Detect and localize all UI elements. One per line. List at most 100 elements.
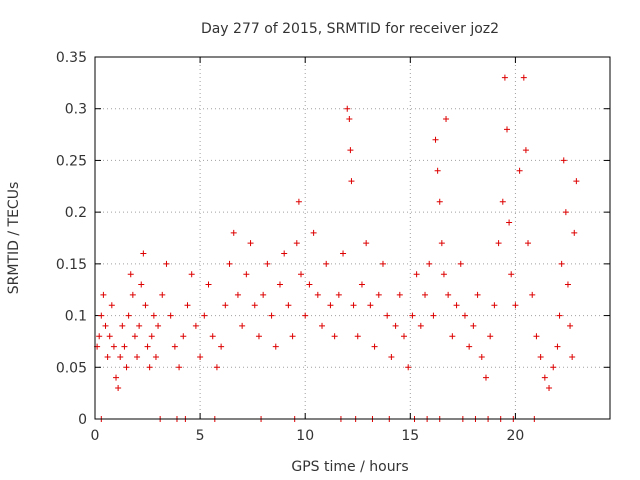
- y-tick-label: 0.2: [65, 205, 87, 221]
- data-point: [100, 291, 107, 298]
- data-point: [379, 260, 386, 267]
- data-point: [218, 343, 225, 350]
- data-point: [392, 322, 399, 329]
- data-point: [541, 374, 548, 381]
- data-point: [281, 250, 288, 257]
- data-point: [340, 250, 347, 257]
- data-point: [569, 353, 576, 360]
- data-point: [506, 219, 513, 226]
- data-point: [440, 271, 447, 278]
- data-point: [239, 322, 246, 329]
- data-point: [571, 229, 578, 236]
- data-point: [123, 364, 130, 371]
- data-point: [142, 302, 149, 309]
- data-point: [148, 333, 155, 340]
- data-point: [546, 384, 553, 391]
- y-tick-label: 0.25: [56, 153, 87, 169]
- data-point: [136, 322, 143, 329]
- data-point: [375, 291, 382, 298]
- data-point: [367, 302, 374, 309]
- data-point: [487, 333, 494, 340]
- data-point: [434, 167, 441, 174]
- x-tick-labels: 0 5 10 15 20: [91, 428, 525, 444]
- data-point: [422, 291, 429, 298]
- data-point: [163, 260, 170, 267]
- data-point: [537, 353, 544, 360]
- data-point: [482, 374, 489, 381]
- data-point: [110, 343, 117, 350]
- data-point: [533, 333, 540, 340]
- data-point: [396, 291, 403, 298]
- data-point: [222, 302, 229, 309]
- data-point: [234, 291, 241, 298]
- data-point: [499, 198, 506, 205]
- data-point: [335, 291, 342, 298]
- data-point: [560, 157, 567, 164]
- data-point: [388, 353, 395, 360]
- data-point: [504, 126, 510, 133]
- data-point: [106, 333, 113, 340]
- data-point: [371, 343, 378, 350]
- data-point: [140, 250, 147, 257]
- data-point: [417, 322, 424, 329]
- data-point: [146, 364, 153, 371]
- data-point: [247, 240, 254, 247]
- data-point: [314, 291, 321, 298]
- data-point: [127, 271, 134, 278]
- x-axis-label: GPS time / hours: [291, 459, 408, 475]
- data-point: [470, 322, 477, 329]
- data-point: [298, 271, 304, 278]
- data-point: [409, 312, 416, 319]
- data-point: [430, 312, 437, 319]
- data-point: [125, 312, 132, 319]
- data-point: [285, 302, 292, 309]
- data-point: [495, 240, 502, 247]
- data-point: [443, 116, 450, 123]
- data-point: [184, 302, 191, 309]
- data-point: [289, 333, 296, 340]
- data-point: [558, 260, 565, 267]
- data-point: [201, 312, 208, 319]
- data-point: [102, 322, 109, 329]
- data-point: [152, 353, 159, 360]
- data-point: [276, 281, 283, 288]
- data-point: [302, 312, 309, 319]
- data-point: [144, 343, 151, 350]
- data-point: [119, 322, 126, 329]
- data-point: [327, 302, 334, 309]
- y-tick-label: 0: [78, 412, 87, 428]
- x-tick-label: 10: [296, 428, 314, 444]
- data-point: [358, 281, 365, 288]
- data-point: [501, 74, 508, 81]
- data-point: [96, 333, 103, 340]
- data-point: [556, 312, 563, 319]
- data-point: [413, 271, 420, 278]
- data-point: [438, 240, 445, 247]
- y-tick-label: 0.3: [65, 102, 87, 118]
- data-point: [508, 271, 515, 278]
- data-point: [131, 333, 138, 340]
- y-tick-label: 0.1: [65, 309, 87, 325]
- data-point: [401, 333, 407, 340]
- axis-ticks: [94, 56, 610, 420]
- data-point: [117, 353, 124, 360]
- data-point: [310, 229, 317, 236]
- data-point: [562, 209, 569, 216]
- data-point: [205, 281, 212, 288]
- data-point: [306, 281, 313, 288]
- data-point: [323, 260, 330, 267]
- data-point: [347, 147, 354, 154]
- data-point: [457, 260, 464, 267]
- data-point: [384, 312, 391, 319]
- data-point: [363, 240, 370, 247]
- data-point: [350, 302, 357, 309]
- data-point: [522, 147, 529, 154]
- data-point: [466, 343, 473, 350]
- data-point: [525, 240, 532, 247]
- y-tick-label: 0.05: [56, 360, 87, 376]
- data-point: [180, 333, 187, 340]
- data-point: [550, 364, 557, 371]
- data-point: [155, 322, 162, 329]
- grid-lines: [95, 57, 610, 419]
- data-point: [293, 240, 300, 247]
